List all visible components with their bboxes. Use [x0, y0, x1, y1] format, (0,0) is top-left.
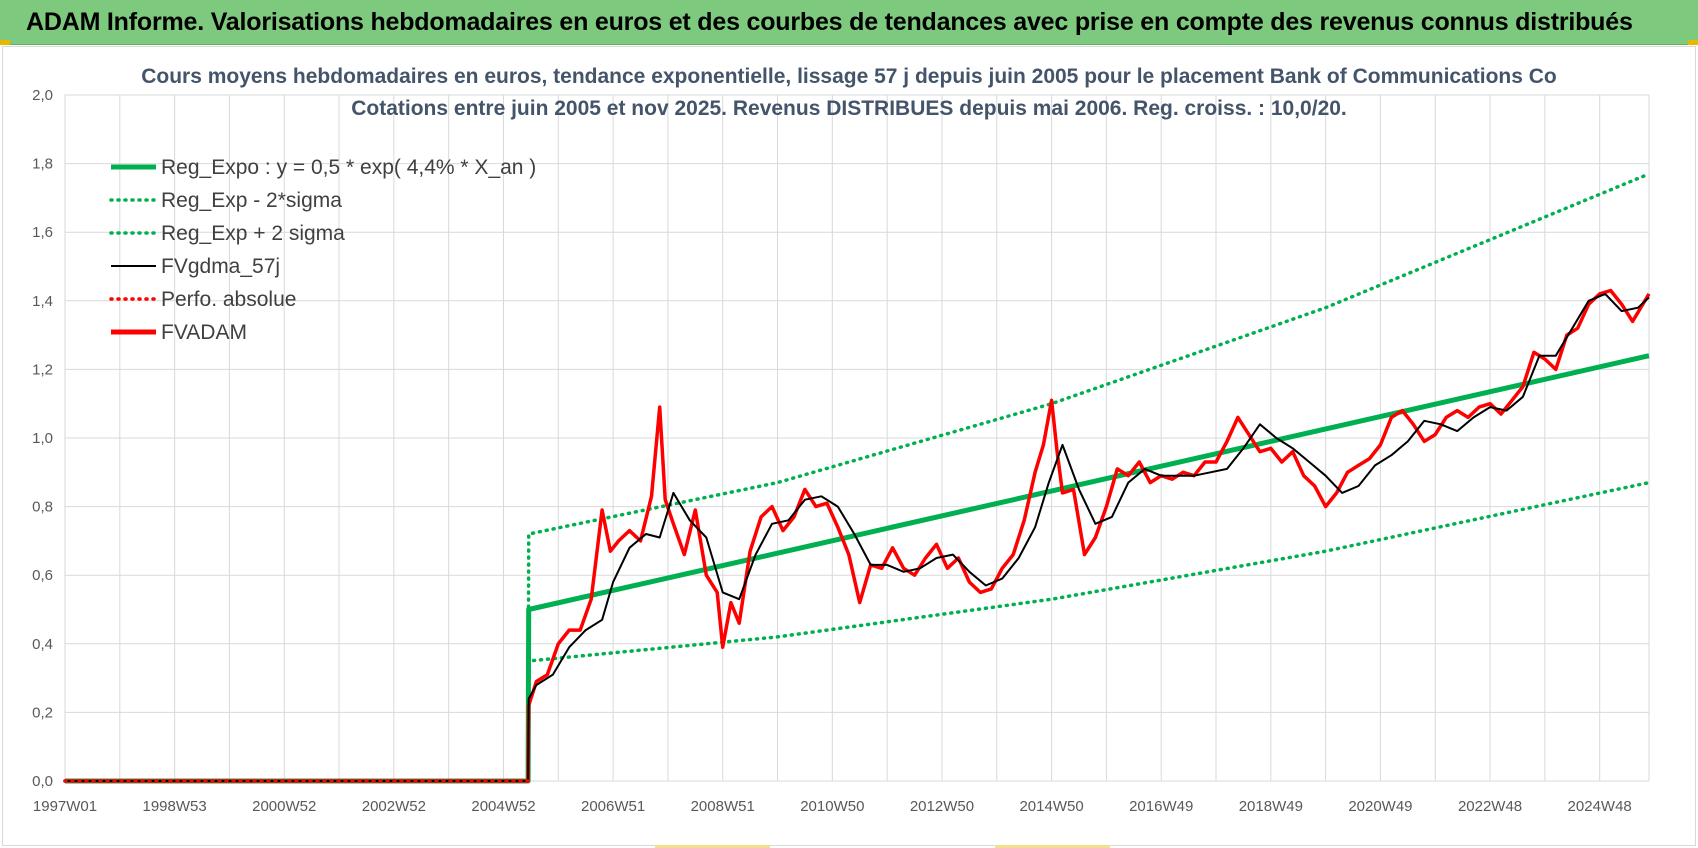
bottom-marker — [655, 845, 770, 848]
x-tick-label: 2018W49 — [1239, 798, 1303, 815]
series-line-3 — [65, 292, 1650, 782]
x-tick-label: 2004W52 — [471, 798, 535, 815]
series-line-5 — [65, 288, 1651, 783]
y-tick-label: 0,2 — [32, 704, 53, 721]
series-line-2 — [63, 172, 1651, 783]
y-tick-label: 0,6 — [32, 567, 53, 584]
legend-label: Reg_Exp - 2*sigma — [161, 189, 342, 212]
y-tick-label: 1,2 — [32, 361, 53, 378]
line-chart: 0,0 0,2 0,4 0,6 0,8 1,0 1,2 1,4 1,6 1,8 2,0 1997W0… — [32, 65, 1651, 815]
legend-label: Reg_Exp + 2 sigma — [161, 222, 345, 245]
x-tick-label: 2000W52 — [252, 798, 316, 815]
y-tick-label: 0,4 — [32, 636, 53, 653]
x-tick-label: 2024W48 — [1568, 798, 1632, 815]
x-tick-label: 1997W01 — [33, 798, 97, 815]
bottom-marker — [995, 845, 1110, 848]
legend-label: FVADAM — [161, 321, 247, 344]
x-axis: 1997W01 1998W53 2000W52 2002W52 2004W52 2006W… — [33, 798, 1632, 815]
legend: Reg_Expo : y = 0,5 * exp( 4,4% * X_an ) R… — [109, 156, 536, 344]
x-tick-label: 2002W52 — [362, 798, 426, 815]
grid — [64, 94, 1650, 782]
x-tick-label: 2016W49 — [1129, 798, 1193, 815]
y-tick-label: 0,8 — [32, 499, 53, 516]
y-tick-label: 0,0 — [32, 773, 53, 790]
series-line-1 — [63, 480, 1651, 783]
report-title: ADAM Informe. Valorisations hebdomadaire… — [26, 8, 1633, 36]
y-tick-label: 1,6 — [32, 224, 53, 241]
x-tick-label: 2008W51 — [691, 798, 755, 815]
legend-label: Perfo. absolue — [161, 288, 296, 311]
series-layer — [63, 172, 1651, 784]
x-tick-label: 2014W50 — [1019, 798, 1083, 815]
x-tick-label: 2022W48 — [1458, 798, 1522, 815]
legend-label: FVgdma_57j — [161, 255, 280, 278]
x-tick-label: 1998W53 — [143, 798, 207, 815]
y-axis: 0,0 0,2 0,4 0,6 0,8 1,0 1,2 1,4 1,6 1,8 2,0 — [32, 87, 53, 790]
y-tick-label: 1,0 — [32, 430, 53, 447]
x-tick-label: 2006W51 — [581, 798, 645, 815]
legend-label: Reg_Expo : y = 0,5 * exp( 4,4% * X_an ) — [161, 156, 536, 179]
corner-marker-right — [1688, 40, 1698, 45]
x-tick-label: 2020W49 — [1348, 798, 1412, 815]
y-tick-label: 1,4 — [32, 293, 53, 310]
chart-subtitle: Cotations entre juin 2005 et nov 2025. R… — [351, 97, 1347, 120]
y-tick-label: 1,8 — [32, 156, 53, 173]
x-tick-label: 2012W50 — [910, 798, 974, 815]
corner-marker-left — [0, 40, 10, 45]
y-tick-label: 2,0 — [32, 87, 53, 104]
x-tick-label: 2010W50 — [800, 798, 864, 815]
chart-title: Cours moyens hebdomadaires en euros, ten… — [141, 65, 1557, 88]
report-banner: ADAM Informe. Valorisations hebdomadaire… — [0, 0, 1698, 45]
chart-area: 0,0 0,2 0,4 0,6 0,8 1,0 1,2 1,4 1,6 1,8 2,0 1997W0… — [2, 46, 1696, 846]
